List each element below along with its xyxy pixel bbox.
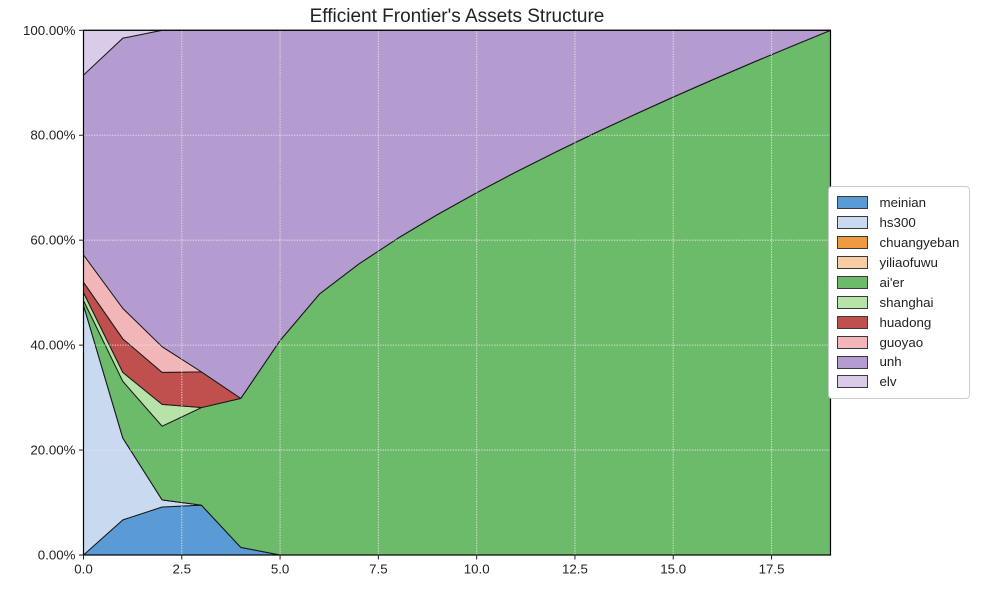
svg-text:80.00%: 80.00% (30, 128, 75, 143)
svg-text:0.0: 0.0 (74, 562, 93, 577)
svg-text:100.00%: 100.00% (23, 23, 76, 38)
svg-text:7.5: 7.5 (369, 562, 388, 577)
svg-text:2.5: 2.5 (173, 562, 192, 577)
svg-text:17.5: 17.5 (759, 562, 785, 577)
svg-text:0.00%: 0.00% (38, 548, 76, 563)
svg-text:40.00%: 40.00% (30, 338, 75, 353)
svg-text:20.00%: 20.00% (30, 443, 75, 458)
svg-text:10.0: 10.0 (464, 562, 490, 577)
svg-text:5.0: 5.0 (271, 562, 290, 577)
svg-text:12.5: 12.5 (562, 562, 588, 577)
svg-text:15.0: 15.0 (660, 562, 686, 577)
svg-text:60.00%: 60.00% (30, 233, 75, 248)
